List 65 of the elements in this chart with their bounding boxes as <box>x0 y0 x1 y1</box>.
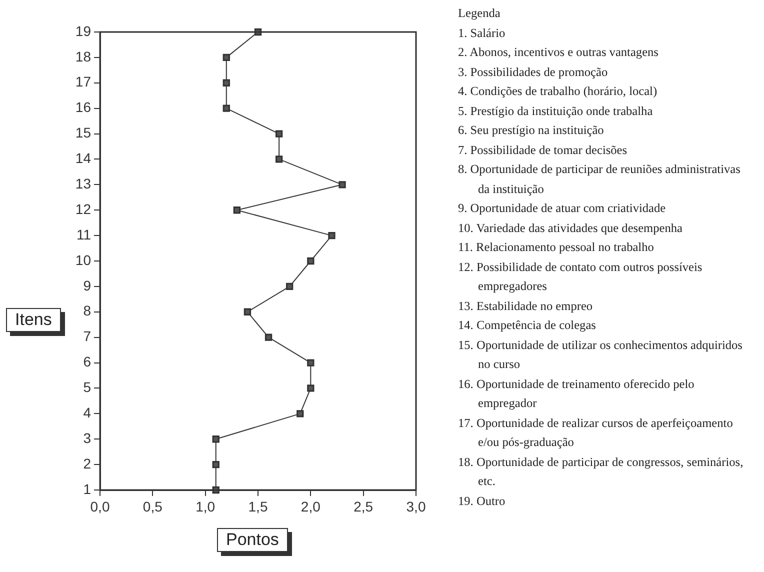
point <box>212 460 220 468</box>
y-tick-label: 18 <box>75 48 92 64</box>
point <box>338 181 346 188</box>
point <box>328 232 336 240</box>
point <box>275 156 283 163</box>
y-tick-label: 17 <box>75 74 92 90</box>
x-tick-label: 2,0 <box>300 498 321 514</box>
text: 17. Oportunidade de realizar cursos de aperfeiçoamento e/ou pós-graduação <box>458 414 734 451</box>
y-tick-label: 14 <box>75 150 92 166</box>
text: 14. Competência de colegas <box>458 317 597 334</box>
x-tick-label: 0,5 <box>142 498 163 514</box>
point <box>307 384 314 392</box>
x-tick-label: 1,0 <box>196 498 216 514</box>
point <box>222 79 230 86</box>
y-tick-label: 12 <box>75 200 92 217</box>
text: 7. Possibilidade de tomar decisões <box>458 142 628 158</box>
text: 15. Oportunidade de utilizar os conhecimentos adquiridos no curso <box>458 336 744 373</box>
y-tick-label: 4 <box>83 404 92 421</box>
text: 2. Abonos, incentivos e outras vantagens <box>458 44 660 61</box>
text: 16. Oportunidade de treinamento oferecido pelo empregador <box>458 376 696 412</box>
text: 19. Outro <box>458 492 506 510</box>
text: 5. Prestígio da instituição onde trabalha <box>458 102 654 120</box>
y-tick-label: 7 <box>83 328 92 344</box>
y-tick-label: 9 <box>83 277 92 294</box>
text: 12. Possibilidade de contato com outros possíveis empregadores <box>458 258 704 295</box>
point <box>244 308 252 316</box>
point <box>286 282 294 290</box>
y-tick-label: 1 <box>83 480 92 497</box>
text: Legenda <box>458 5 502 22</box>
x-tick-label: 1,5 <box>248 498 268 514</box>
text: 6. Seu prestígio na instituição <box>458 122 605 139</box>
x-tick-label: 0,0 <box>90 498 110 514</box>
text: 1. Salário <box>458 24 506 42</box>
y-tick-label: 11 <box>76 226 92 242</box>
y-tick-label: 6 <box>83 354 92 370</box>
point <box>307 257 314 265</box>
text: 9. Oportunidade de atuar com criatividade <box>458 200 667 217</box>
text: 3. Possibilidades de promoção <box>458 64 609 81</box>
x-tick-label: 3,0 <box>406 498 426 514</box>
point <box>212 436 220 443</box>
y-tick-label: 16 <box>75 99 92 116</box>
text: 8. Oportunidade de participar de reuniões administrativas da instituição <box>458 161 742 198</box>
x-tick-label: 2,5 <box>354 498 374 514</box>
y-tick-label: 3 <box>83 430 92 446</box>
point <box>296 410 304 418</box>
point <box>307 359 314 366</box>
y-tick-label: 10 <box>75 252 92 268</box>
point <box>222 54 230 62</box>
text: 4. Condições de trabalho (horário, local) <box>458 83 658 100</box>
y-tick-label: 5 <box>83 379 92 396</box>
y-tick-label: 19 <box>75 22 92 39</box>
text: 10. Variedade das atividades que desempenha <box>458 220 684 237</box>
y-tick-label: 13 <box>75 176 92 192</box>
y-tick-label: 8 <box>83 302 92 319</box>
point <box>222 104 230 112</box>
y-tick-label: 2 <box>83 455 92 472</box>
text: 11. Relacionamento pessoal no trabalho <box>458 239 655 256</box>
y-tick-label: 15 <box>75 124 92 141</box>
y-axis-title: Itens <box>6 308 61 332</box>
point <box>264 334 272 341</box>
point <box>275 130 283 138</box>
text: 13. Estabilidade no empreo <box>458 298 594 315</box>
point <box>233 206 241 214</box>
x-axis-title: Pontos <box>217 528 288 552</box>
text: 18. Oportunidade de participar de congressos, seminários, etc. <box>458 454 744 490</box>
